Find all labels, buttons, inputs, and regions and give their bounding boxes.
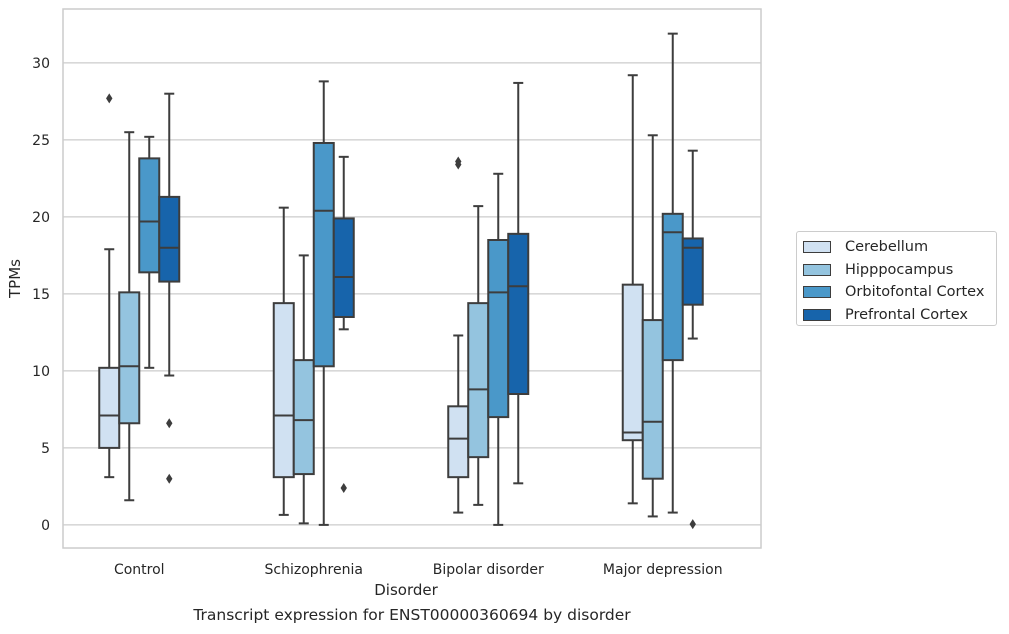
box-iqr	[661, 212, 684, 362]
box-iqr	[467, 302, 490, 459]
box-iqr	[332, 217, 355, 318]
legend-item: Prefrontal Cortex	[803, 304, 996, 327]
box-iqr	[158, 195, 181, 283]
outlier-point	[689, 519, 696, 530]
y-tick-label: 10	[32, 364, 50, 380]
box-cerebellum	[98, 93, 121, 479]
x-tick-label: Major depression	[603, 562, 723, 578]
legend-label: Hipppocampus	[845, 261, 954, 278]
outlier-point	[455, 156, 462, 167]
y-tick-label: 5	[41, 441, 50, 457]
box-hipppocampus	[292, 254, 315, 525]
box-cerebellum	[272, 206, 295, 516]
box-orbitofontal-cortex	[661, 32, 684, 514]
legend-swatch	[803, 241, 831, 254]
legend-item: Cerebellum	[803, 236, 996, 259]
y-tick-label: 15	[32, 287, 50, 303]
legend-item: Hipppocampus	[803, 259, 996, 282]
outlier-point	[106, 93, 113, 104]
box-prefrontal-cortex	[158, 92, 181, 484]
figure-caption: Transcript expression for ENST0000036069…	[193, 606, 631, 624]
legend-item: Orbitofontal Cortex	[803, 281, 996, 304]
legend: Cerebellum Hipppocampus Orbitofontal Corte…	[796, 231, 997, 326]
y-axis-title: TPMs	[6, 259, 24, 299]
x-tick-label: Bipolar disorder	[433, 562, 544, 578]
box-iqr	[272, 302, 295, 479]
box-orbitofontal-cortex	[138, 135, 161, 369]
box-iqr	[487, 239, 510, 419]
x-axis-title: Disorder	[374, 581, 438, 599]
box-iqr	[98, 366, 121, 449]
x-axis-ticks: Control Schizophrenia Bipolar disorder Majo…	[114, 562, 723, 578]
outlier-point	[166, 473, 173, 484]
y-tick-label: 25	[32, 133, 50, 149]
box-iqr	[312, 141, 335, 368]
box-hipppocampus	[467, 205, 490, 506]
legend-label: Orbitofontal Cortex	[845, 284, 985, 301]
legend-swatch	[803, 263, 831, 276]
box-iqr	[118, 291, 141, 425]
box-iqr	[681, 237, 704, 306]
plot-frame	[62, 8, 762, 549]
legend-swatch	[803, 286, 831, 299]
box-iqr	[138, 157, 161, 274]
box-prefrontal-cortex	[332, 155, 355, 493]
y-tick-label: 20	[32, 210, 50, 226]
box-orbitofontal-cortex	[312, 80, 335, 526]
box-iqr	[447, 405, 470, 479]
outlier-point	[340, 482, 347, 493]
legend-swatch	[803, 308, 831, 321]
box-iqr	[292, 359, 315, 476]
x-tick-label: Schizophrenia	[265, 562, 363, 578]
y-tick-label: 30	[32, 56, 50, 72]
x-tick-label: Control	[114, 562, 165, 578]
box-prefrontal-cortex	[507, 81, 530, 485]
y-axis-ticks: 0 5 10 15 20 25 30	[32, 56, 50, 534]
box-orbitofontal-cortex	[487, 172, 510, 526]
box-iqr	[621, 283, 644, 442]
legend-label: Cerebellum	[845, 239, 929, 256]
legend-label: Prefrontal Cortex	[845, 306, 968, 323]
box-cerebellum	[447, 156, 470, 514]
box-hipppocampus	[118, 131, 141, 502]
box-plot-area	[98, 32, 704, 530]
box-iqr	[507, 232, 530, 395]
box-hipppocampus	[641, 134, 664, 518]
outlier-point	[166, 418, 173, 429]
y-tick-label: 0	[41, 518, 50, 534]
box-prefrontal-cortex	[681, 149, 704, 530]
box-iqr	[641, 319, 664, 480]
